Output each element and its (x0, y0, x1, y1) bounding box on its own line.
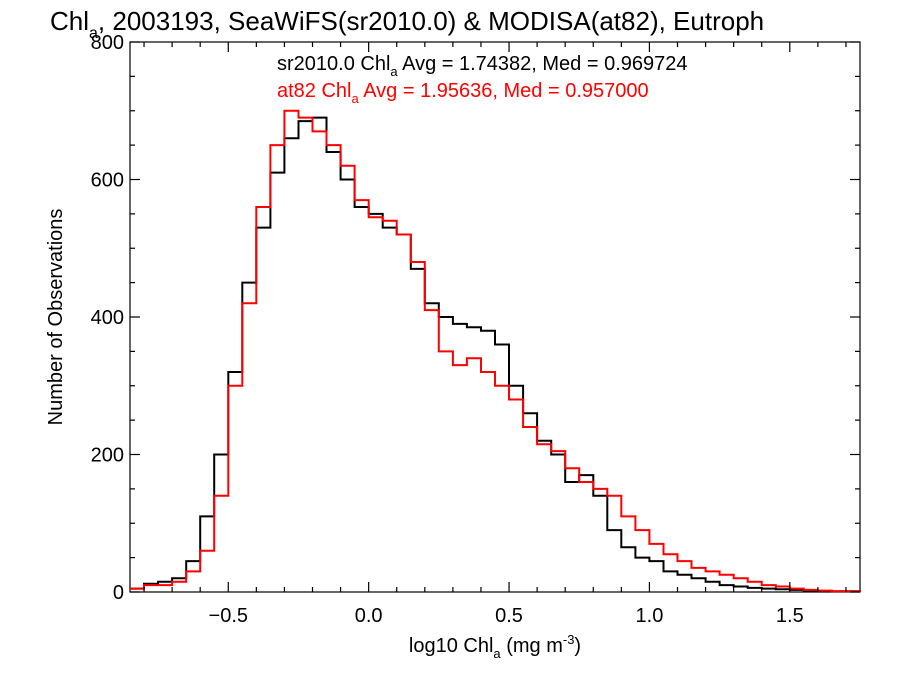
x-axis-label-end: ) (574, 635, 581, 657)
x-axis-label-prefix: log10 Chl (409, 635, 494, 657)
x-tick-label: −0.5 (209, 605, 248, 627)
annotation-at82: at82 Chla Avg = 1.95636, Med = 0.957000 (277, 80, 649, 106)
chart-title-subscript: a (89, 25, 98, 42)
annotation-sr2010: sr2010.0 Chla Avg = 1.74382, Med = 0.969… (277, 53, 688, 79)
x-axis-ticks: −0.5 0.0 0.5 1.0 1.5 (143, 42, 847, 627)
y-axis-label: Number of Observations (45, 209, 67, 426)
annotation-at82-prefix: at82 Chl (277, 80, 352, 102)
y-axis-ticks: 0 200 400 600 800 (91, 32, 860, 604)
chart-title-rest: , 2003193, SeaWiFS(sr2010.0) & MODISA(at… (98, 6, 764, 36)
annotation-sr2010-subscript: a (390, 64, 398, 79)
x-axis-label: log10 Chla (mg m-3) (409, 632, 581, 661)
chart-title: Chla, 2003193, SeaWiFS(sr2010.0) & MODIS… (50, 6, 764, 42)
x-tick-label: 0.0 (355, 605, 383, 627)
series-layer (130, 109, 861, 593)
annotation-sr2010-rest: Avg = 1.74382, Med = 0.969724 (398, 53, 688, 75)
chart-title-prefix: Chl (50, 6, 89, 36)
x-tick-label: 0.5 (495, 605, 523, 627)
annotation-at82-rest: Avg = 1.95636, Med = 0.957000 (359, 80, 649, 102)
x-tick-label: 1.5 (776, 605, 804, 627)
y-tick-label: 200 (91, 445, 124, 467)
series-line-1 (130, 109, 861, 593)
x-axis-label-superscript: -3 (563, 632, 575, 647)
series-line-0 (130, 116, 861, 593)
annotation-sr2010-prefix: sr2010.0 Chl (277, 53, 390, 75)
y-tick-label: 800 (91, 32, 124, 54)
x-axis-label-mid: (mg m (501, 635, 563, 657)
annotation-at82-subscript: a (352, 91, 360, 106)
x-axis-label-subscript: a (493, 646, 501, 661)
x-tick-label: 1.0 (636, 605, 664, 627)
y-tick-label: 600 (91, 170, 124, 192)
y-tick-label: 0 (113, 582, 124, 604)
plot-frame (129, 41, 861, 593)
y-tick-label: 400 (91, 307, 124, 329)
